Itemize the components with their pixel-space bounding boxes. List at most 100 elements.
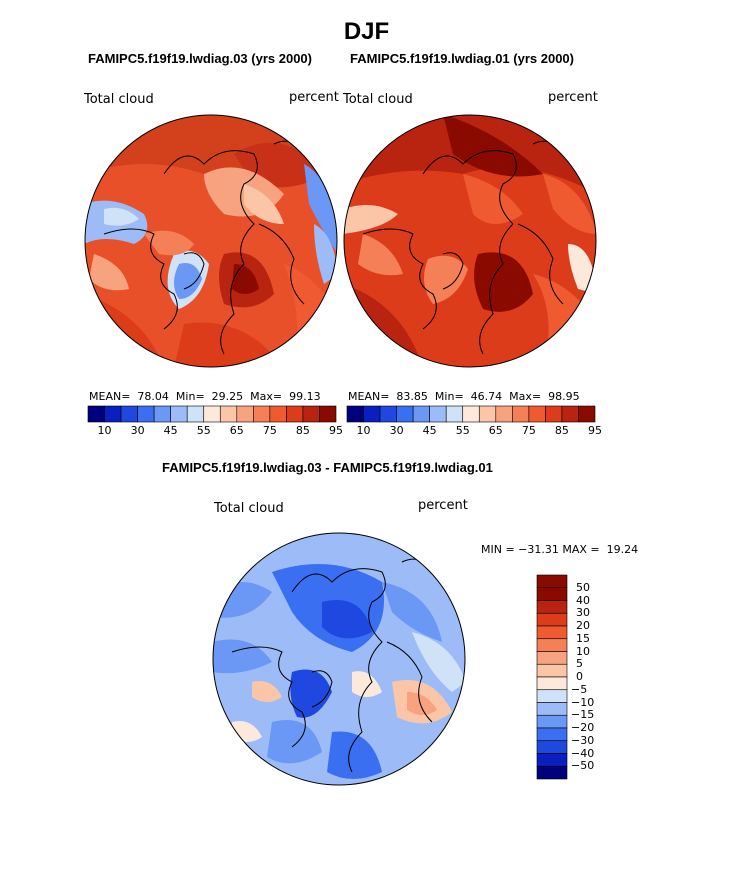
difference-polar-map — [212, 532, 466, 786]
difference-colorbar-ticks: 50 40 30 20 15 10 5 0 −5 −10 −15 −20 −30 −40 −50 — [571, 575, 631, 779]
colorbar-box — [536, 600, 568, 614]
difference-units-label: percent — [418, 498, 468, 513]
colorbar-tick-label: 10 — [576, 644, 590, 658]
colorbar-box — [302, 405, 320, 423]
colorbar-box — [536, 689, 568, 703]
colorbar-box — [445, 405, 464, 423]
colorbar-tick-label: 15 — [576, 631, 590, 645]
colorbar-tick-label: 55 — [196, 424, 211, 437]
panel1-colorbar-ticks: 10 30 45 55 65 75 85 95 — [88, 424, 343, 438]
colorbar-box — [536, 714, 568, 729]
colorbar-box — [236, 405, 254, 423]
colorbar-tick-label: 0 — [576, 670, 583, 683]
colorbar-tick-label: 95 — [329, 424, 343, 437]
colorbar-box — [219, 405, 238, 423]
colorbar-box — [536, 753, 568, 767]
colorbar-box — [170, 405, 188, 423]
colorbar-box — [536, 587, 568, 601]
panel1-stats: MEAN= 78.04 Min= 29.25 Max= 99.13 — [89, 390, 321, 403]
difference-map-border — [212, 532, 466, 786]
panel1-header: FAMIPC5.f19f19.lwdiag.03 (yrs 2000) — [88, 51, 312, 66]
colorbar-tick-label: 10 — [97, 424, 112, 437]
colorbar-tick-label: −30 — [571, 733, 595, 747]
colorbar-box — [104, 405, 122, 423]
panel2-header: FAMIPC5.f19f19.lwdiag.01 (yrs 2000) — [350, 51, 574, 66]
colorbar-box — [536, 765, 568, 780]
colorbar-tick-label: −10 — [571, 695, 595, 709]
panel1-polar-map — [84, 114, 338, 368]
panel1-colorbar — [87, 405, 337, 423]
colorbar-box — [120, 405, 138, 423]
colorbar-tick-label: 85 — [554, 424, 569, 437]
colorbar-tick-label: 20 — [576, 619, 590, 632]
panel1-map-border — [84, 114, 338, 368]
colorbar-box — [429, 405, 447, 423]
colorbar-box — [536, 663, 568, 678]
colorbar-tick-label: 75 — [262, 424, 277, 437]
colorbar-tick-label: 75 — [521, 424, 536, 437]
colorbar-box — [269, 405, 287, 423]
colorbar-tick-label: −40 — [571, 746, 595, 760]
panel1-units-label: percent — [289, 90, 339, 105]
colorbar-box — [462, 405, 480, 423]
colorbar-tick-label: −15 — [571, 708, 595, 722]
colorbar-box — [536, 676, 568, 691]
colorbar-box — [346, 405, 364, 423]
colorbar-tick-label: 45 — [422, 424, 437, 437]
colorbar-box — [412, 405, 430, 423]
difference-minmax: MIN = −31.31 MAX = 19.24 — [481, 543, 639, 556]
colorbar-box — [495, 405, 513, 423]
colorbar-tick-label: 50 — [576, 580, 590, 594]
colorbar-tick-label: 85 — [295, 424, 310, 437]
colorbar-tick-label: 95 — [588, 424, 602, 437]
colorbar-box — [396, 405, 414, 423]
colorbar-box — [536, 651, 568, 665]
colorbar-tick-label: −20 — [571, 721, 595, 734]
colorbar-box — [379, 405, 397, 423]
colorbar-tick-label: 10 — [356, 424, 371, 437]
panel2-variable-label: Total cloud — [343, 92, 413, 107]
colorbar-tick-label: 40 — [576, 593, 590, 607]
colorbar-tick-label: −5 — [571, 682, 588, 696]
panel2-stats: MEAN= 83.85 Min= 46.74 Max= 98.95 — [348, 390, 580, 403]
colorbar-box — [578, 405, 596, 423]
colorbar-box — [536, 740, 568, 754]
panel2-polar-map — [343, 114, 597, 368]
colorbar-box — [536, 612, 568, 627]
colorbar-box — [153, 405, 171, 423]
colorbar-box — [536, 727, 568, 742]
difference-variable-label: Total cloud — [214, 501, 284, 516]
colorbar-tick-label: −50 — [571, 759, 595, 773]
panel2-units-label: percent — [548, 90, 598, 105]
difference-header: FAMIPC5.f19f19.lwdiag.03 - FAMIPC5.f19f1… — [162, 460, 493, 475]
colorbar-box — [512, 405, 530, 423]
colorbar-tick-label: 30 — [130, 424, 145, 437]
page-title: DJF — [343, 18, 390, 45]
colorbar-tick-label: 5 — [576, 657, 583, 671]
colorbar-tick-label: 55 — [455, 424, 470, 437]
colorbar-tick-label: 45 — [163, 424, 178, 437]
colorbar-box — [253, 405, 271, 423]
colorbar-tick-label: 30 — [389, 424, 404, 437]
colorbar-tick-label: 30 — [576, 606, 590, 620]
colorbar-box — [478, 405, 497, 423]
colorbar-tick-label: 65 — [488, 424, 503, 437]
colorbar-box — [87, 405, 105, 423]
colorbar-box — [203, 405, 221, 423]
colorbar-box — [363, 405, 381, 423]
panel2-colorbar — [346, 405, 596, 423]
colorbar-box — [536, 702, 568, 716]
panel1-variable-label: Total cloud — [84, 92, 154, 107]
colorbar-box — [286, 405, 304, 423]
colorbar-box — [545, 405, 563, 423]
colorbar-box — [186, 405, 205, 423]
panel2-colorbar-ticks: 10 30 45 55 65 75 85 95 — [347, 424, 602, 438]
colorbar-box — [536, 625, 568, 640]
colorbar-box — [536, 638, 568, 652]
colorbar-tick-label: 65 — [229, 424, 244, 437]
colorbar-box — [528, 405, 546, 423]
colorbar-box — [319, 405, 337, 423]
colorbar-box — [536, 574, 568, 589]
colorbar-box — [561, 405, 579, 423]
difference-colorbar — [536, 574, 568, 780]
